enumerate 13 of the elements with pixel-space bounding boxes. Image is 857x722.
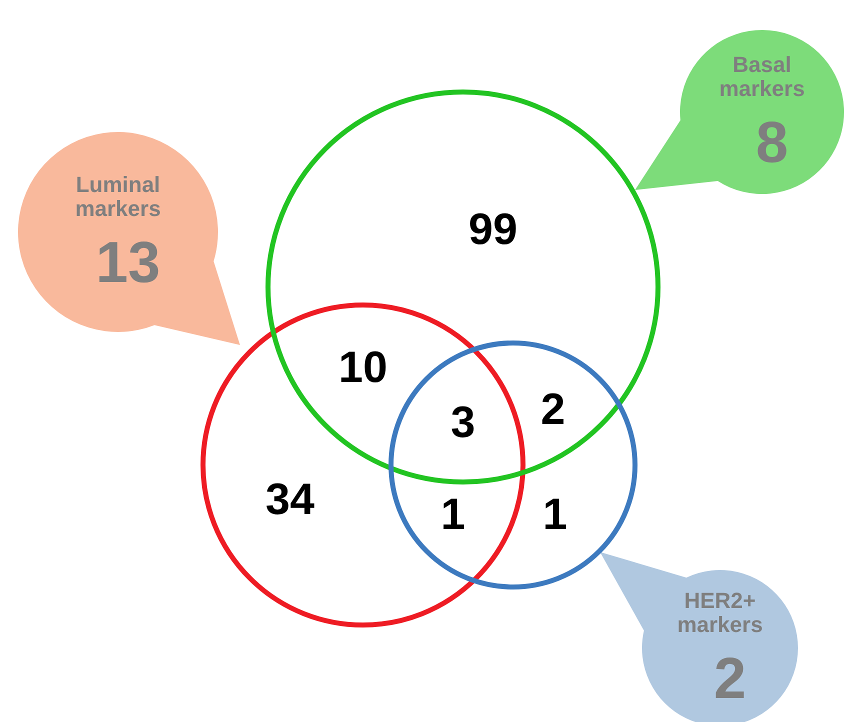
category-label: Luminal markers [75,172,161,222]
text: 34 [266,475,315,524]
text: 99 [468,205,518,254]
data-label: 2 [714,646,746,711]
text: 2 [540,385,566,434]
data-label: 13 [96,230,160,295]
text: 10 [338,343,388,392]
data-label: 8 [756,110,788,175]
text: 3 [450,398,476,448]
category-label: HER2+ markers [677,588,763,638]
text: 1 [542,490,568,540]
category-label: Basal markers [719,52,805,102]
text: 1 [440,490,466,540]
